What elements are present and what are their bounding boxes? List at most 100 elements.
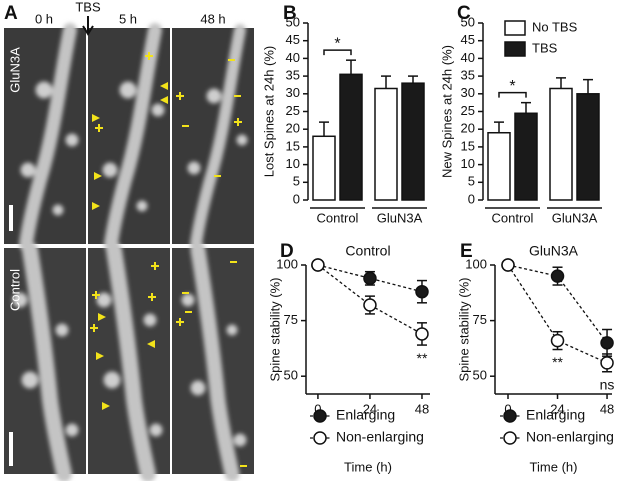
stimulus-label: TBS <box>75 0 101 14</box>
point <box>363 298 377 312</box>
legend-label: No TBS <box>532 19 578 34</box>
y-tick-label: 10 <box>461 156 475 171</box>
x-tick-label: 0 <box>504 401 511 416</box>
y-tick-label: 5 <box>468 174 475 189</box>
series-line <box>317 264 423 293</box>
bar <box>339 73 363 201</box>
micrographs <box>4 23 254 481</box>
legend-label: Enlarging <box>336 407 395 423</box>
x-tick-label: GluN3A <box>377 210 423 225</box>
y-tick-label: 25 <box>461 103 475 118</box>
significance-bracket <box>498 91 527 98</box>
bar <box>549 87 573 201</box>
bar <box>374 87 398 201</box>
point <box>501 258 515 272</box>
column-label: 0 h <box>35 11 53 26</box>
y-axis-label: New Spines at 24h (%) <box>439 45 454 178</box>
y-tick-label: 50 <box>286 14 300 29</box>
annotation: * <box>334 35 340 52</box>
row-label: GluN3A <box>7 47 22 93</box>
chart-title: Control <box>345 243 390 259</box>
legend-label: TBS <box>532 40 558 55</box>
y-tick-label: 40 <box>286 50 300 65</box>
y-tick-label: 5 <box>293 174 300 189</box>
row-label: Control <box>7 269 22 311</box>
panel-a: A TBS 0 h 5 h 48 h GluN3A Control <box>4 0 254 481</box>
legend-label: Non-enlarging <box>526 429 614 445</box>
x-tick-label: Control <box>317 210 359 225</box>
panel-label: D <box>280 241 294 262</box>
y-axis-label: Lost Spines at 24h (%) <box>261 46 276 178</box>
y-tick-label: 0 <box>468 191 475 206</box>
bar <box>401 82 425 201</box>
legend-swatch <box>504 41 526 57</box>
y-tick-label: 30 <box>461 85 475 100</box>
point <box>550 333 565 348</box>
legend-label: Enlarging <box>526 407 585 423</box>
column-label: 48 h <box>200 11 225 26</box>
x-axis-label: Time (h) <box>530 459 578 474</box>
column-label: 5 h <box>119 11 137 26</box>
y-tick-label: 75 <box>473 312 487 327</box>
annotation: ns <box>600 376 615 392</box>
y-tick-label: 10 <box>286 156 300 171</box>
y-axis-label: Spine stability (%) <box>267 277 282 381</box>
stimulus-arrow <box>82 16 94 36</box>
x-axis-label: Time (h) <box>344 459 392 474</box>
x-tick-label: GluN3A <box>552 210 598 225</box>
x-tick-label: 0 <box>314 401 321 416</box>
legend-marker <box>503 409 517 423</box>
x-tick-label: 24 <box>550 401 564 416</box>
point <box>363 271 377 286</box>
y-tick-label: 30 <box>286 85 300 100</box>
y-tick-label: 75 <box>284 312 298 327</box>
y-tick-label: 0 <box>293 191 300 206</box>
point <box>550 269 565 283</box>
panel-label: A <box>4 3 18 24</box>
annotation: ** <box>552 354 563 370</box>
y-tick-label: 15 <box>286 138 300 153</box>
annotation: ** <box>417 350 428 366</box>
y-tick-label: 25 <box>286 103 300 118</box>
legend-marker <box>503 431 517 445</box>
y-tick-label: 50 <box>461 14 475 29</box>
point <box>600 336 614 350</box>
legend-marker <box>313 409 327 423</box>
annotation: * <box>509 78 515 95</box>
bar <box>576 93 600 201</box>
x-tick-label: 48 <box>415 401 429 416</box>
panel-label: B <box>283 3 297 24</box>
x-tick-label: 48 <box>600 401 614 416</box>
x-tick-label: 24 <box>363 401 377 416</box>
panel-label: E <box>460 241 473 262</box>
bar <box>312 135 336 201</box>
bar <box>487 131 511 201</box>
legend-label: Non-enlarging <box>336 429 424 445</box>
point <box>415 327 429 341</box>
point <box>600 356 614 370</box>
y-tick-label: 50 <box>284 368 298 383</box>
y-tick-label: 50 <box>473 368 487 383</box>
y-tick-label: 45 <box>461 32 475 47</box>
y-tick-label: 100 <box>276 256 298 271</box>
significance-bracket <box>323 49 352 56</box>
y-tick-label: 20 <box>461 121 475 136</box>
x-tick-label: Control <box>492 210 534 225</box>
y-tick-label: 15 <box>461 138 475 153</box>
y-axis-label: Spine stability (%) <box>456 277 471 381</box>
y-tick-label: 40 <box>461 50 475 65</box>
chart-title: GluN3A <box>529 243 579 259</box>
y-tick-label: 20 <box>286 121 300 136</box>
y-tick-label: 100 <box>465 256 487 271</box>
y-tick-label: 45 <box>286 32 300 47</box>
panel-label: C <box>457 3 471 24</box>
y-tick-label: 35 <box>286 68 300 83</box>
legend-marker <box>313 431 327 445</box>
series-line <box>317 264 423 335</box>
point <box>311 258 325 272</box>
bar <box>514 112 538 201</box>
point <box>415 284 429 299</box>
y-tick-label: 35 <box>461 68 475 83</box>
legend-swatch <box>504 20 526 36</box>
